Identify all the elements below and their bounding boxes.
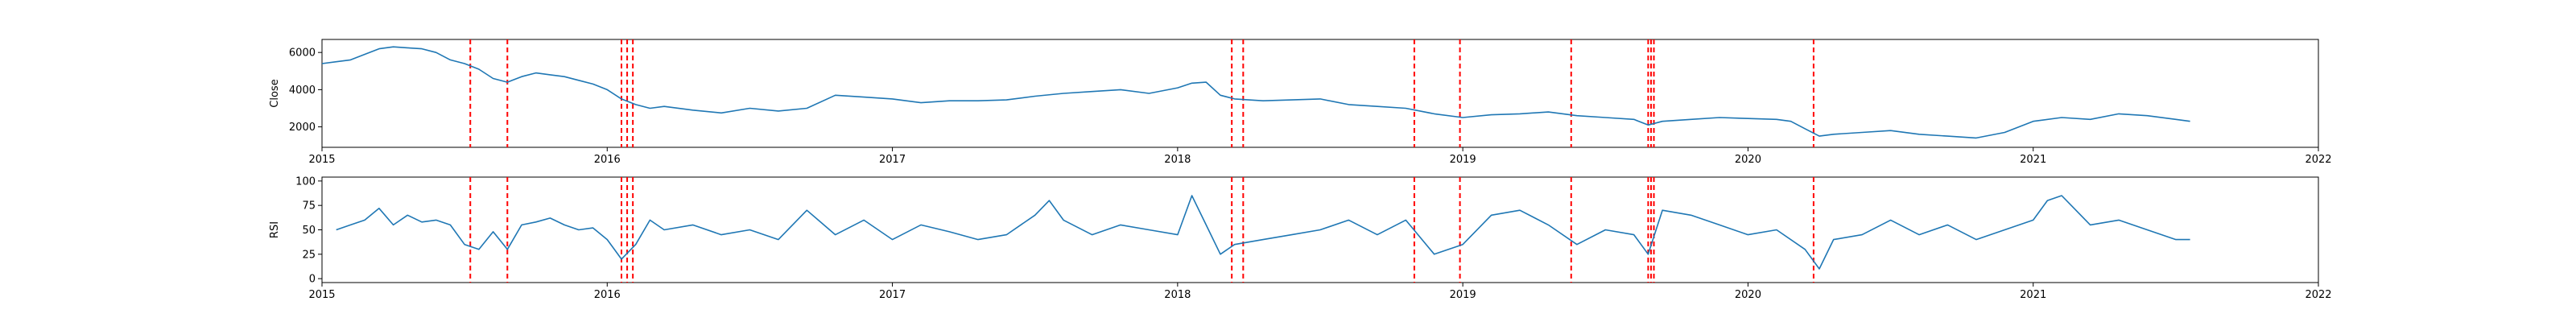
x-tick-label: 2015: [308, 154, 335, 166]
x-tick-label: 2016: [594, 154, 621, 166]
x-tick-label: 2021: [2020, 289, 2046, 301]
x-tick-label: 2017: [879, 154, 906, 166]
y-tick-label: 100: [295, 175, 316, 188]
x-tick-label: 2020: [1735, 154, 1761, 166]
x-tick-label: 2017: [879, 289, 906, 301]
x-tick-label: 2021: [2020, 154, 2046, 166]
y-tick-label: 75: [302, 200, 316, 213]
y-tick-label: 2000: [289, 122, 316, 134]
x-tick-label: 2015: [308, 289, 335, 301]
x-tick-label: 2016: [594, 289, 621, 301]
y-axis-label: Close: [269, 79, 281, 107]
y-tick-label: 50: [302, 225, 316, 237]
y-tick-label: 6000: [289, 47, 316, 60]
x-tick-label: 2022: [2305, 289, 2331, 301]
y-tick-label: 4000: [289, 85, 316, 97]
y-tick-label: 25: [302, 249, 316, 261]
x-tick-label: 2020: [1735, 289, 1761, 301]
x-tick-label: 2018: [1164, 289, 1191, 301]
y-tick-label: 0: [309, 274, 316, 286]
rsi-panel: 2015 2016 2017 2018 2019 2020 2021 2022 0 25 50 75 1…: [269, 175, 2332, 301]
x-tick-label: 2022: [2305, 154, 2331, 166]
close-price-panel: 2015 2016 2017 2018 2019 2020 2021 2022 2000 4000…: [269, 39, 2332, 166]
plot-frame: [321, 39, 2319, 148]
x-tick-label: 2019: [1450, 154, 1476, 166]
y-axis-label: RSI: [269, 221, 281, 238]
x-tick-label: 2019: [1450, 289, 1476, 301]
x-tick-label: 2018: [1164, 154, 1191, 166]
series-line: [321, 46, 2190, 139]
series-line: [336, 195, 2190, 270]
